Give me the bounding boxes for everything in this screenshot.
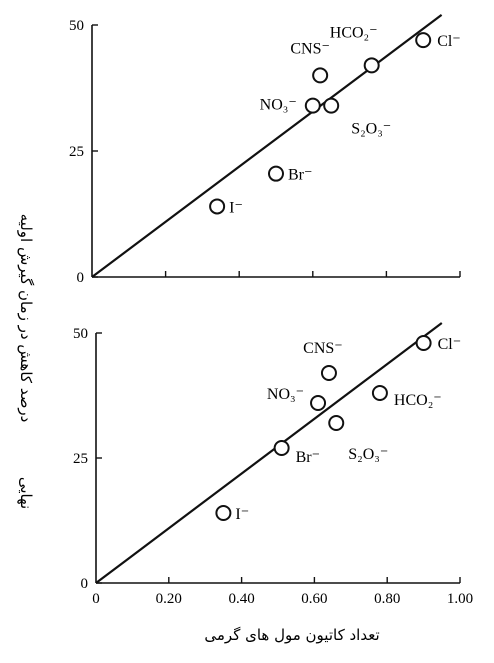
x-tick-label: 0.20 xyxy=(156,591,182,607)
point-label: NO₃⁻ xyxy=(267,386,304,403)
y-axis-label: درصد کاهش در زمان گیرش اولیه xyxy=(17,214,35,423)
point-label: S₂O₃⁻ xyxy=(351,121,391,138)
point-label: NO₃⁻ xyxy=(260,97,297,114)
x-tick-label: 0.40 xyxy=(228,591,254,607)
x-tick-label: 0.80 xyxy=(374,591,400,607)
point-label: Br⁻ xyxy=(288,167,312,184)
data-point xyxy=(323,97,340,114)
data-point xyxy=(209,198,226,215)
point-label: I⁻ xyxy=(229,199,243,216)
data-point xyxy=(312,67,329,84)
point-label: S₂O₃⁻ xyxy=(348,446,388,463)
x-axis-label: تعداد کاتیون مول های گرمی xyxy=(204,626,379,644)
fit-line xyxy=(95,322,443,584)
data-point xyxy=(363,57,380,74)
data-point xyxy=(371,385,388,401)
y-tick-label: 0 xyxy=(77,270,85,286)
y-tick-label: 25 xyxy=(69,144,84,160)
point-label: HCO₂⁻ xyxy=(394,392,442,409)
data-point xyxy=(273,440,290,456)
data-point xyxy=(268,165,284,182)
x-tick-label: 0.60 xyxy=(301,591,327,607)
data-point xyxy=(310,395,327,411)
fit-line xyxy=(91,14,443,278)
x-tick-label: 0 xyxy=(92,591,100,607)
point-label: CNS⁻ xyxy=(303,340,343,357)
x-tick-label: 1.00 xyxy=(447,591,473,607)
data-point xyxy=(320,365,337,381)
bottom-panel: 0 25 50 0 0.20 0.40 0.60 0.80 1.00 I⁻ Br⁻ NO₃⁻ CNS⁻ S… xyxy=(73,322,473,607)
point-label: CNS⁻ xyxy=(290,40,330,57)
y-tick-label: 50 xyxy=(69,18,84,34)
point-label: Cl⁻ xyxy=(437,33,461,50)
y-tick-label: 0 xyxy=(81,576,89,592)
y-axis-label-final: نهایی xyxy=(17,477,35,509)
point-label: HCO₂⁻ xyxy=(330,24,378,41)
data-point xyxy=(328,415,345,431)
data-point xyxy=(415,335,432,351)
point-label: I⁻ xyxy=(235,506,249,523)
data-point xyxy=(415,32,432,49)
y-tick-label: 50 xyxy=(73,326,88,342)
point-label: Cl⁻ xyxy=(438,336,462,353)
top-panel: 0 25 50 I⁻ Br⁻ NO₃⁻ CNS⁻ S₂O₃⁻ HCO₂⁻ Cl⁻ xyxy=(69,14,461,286)
point-label: Br⁻ xyxy=(296,449,320,466)
data-point xyxy=(304,97,321,114)
data-point xyxy=(215,505,232,521)
y-tick-label: 25 xyxy=(73,451,88,467)
